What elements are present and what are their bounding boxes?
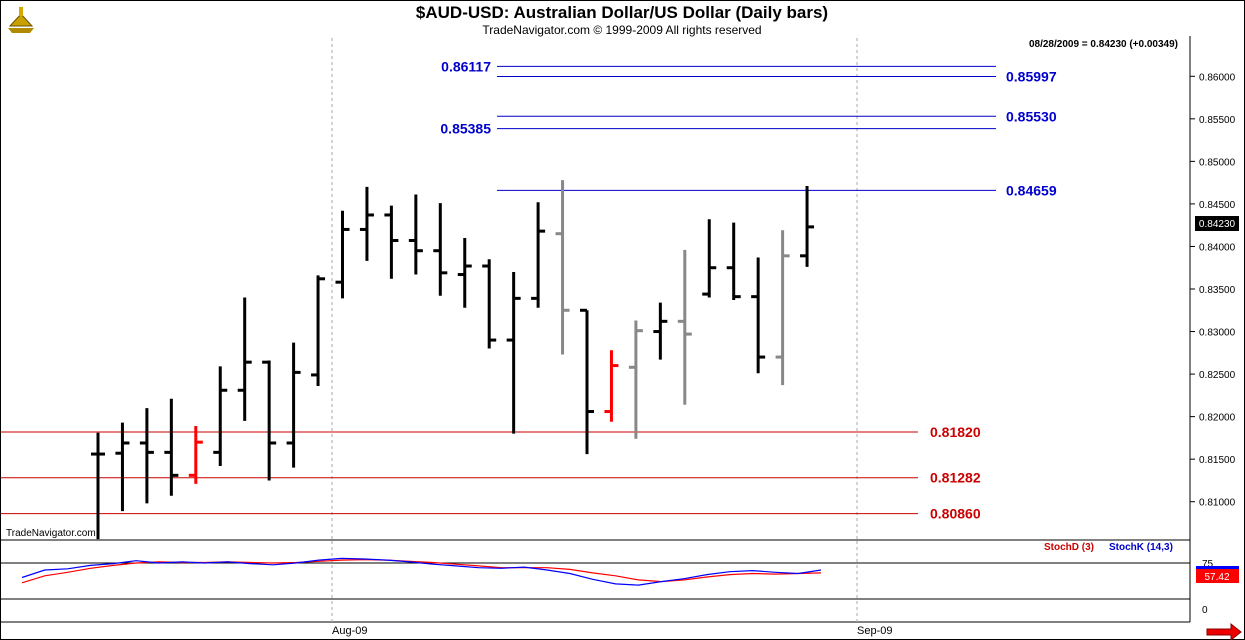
last-price-label: 0.84230 (1199, 219, 1236, 230)
price-tick-label: 0.85500 (1199, 115, 1236, 126)
x-tick-sep: Sep-09 (857, 625, 892, 637)
chart-title: $AUD-USD: Australian Dollar/US Dollar (D… (416, 3, 828, 22)
level-label: 0.86117 (441, 58, 491, 74)
level-label: 0.84659 (1006, 182, 1057, 198)
stoch-tick-0: 0 (1202, 605, 1208, 616)
last-price-marker: 0.84230 (1195, 216, 1239, 231)
price-tick-label: 0.85000 (1199, 157, 1236, 168)
level-label: 0.85385 (440, 121, 491, 137)
price-tick-label: 0.83000 (1199, 328, 1236, 339)
level-label: 0.81282 (930, 470, 981, 486)
level-label: 0.85530 (1006, 108, 1057, 124)
level-label: 0.85997 (1006, 69, 1057, 85)
price-tick-label: 0.81000 (1199, 498, 1236, 509)
x-tick-aug: Aug-09 (332, 625, 367, 637)
level-label: 0.80860 (930, 506, 981, 522)
stoch-k-legend: StochK (14,3) (1109, 542, 1173, 553)
quote-line: 08/28/2009 = 0.84230 (+0.00349) (1029, 39, 1178, 50)
stoch-last-marker: 57.42 (1196, 566, 1239, 583)
price-tick-label: 0.84000 (1199, 242, 1236, 253)
watermark: TradeNavigator.com (6, 528, 96, 539)
price-tick-label: 0.83500 (1199, 285, 1236, 296)
logo-icon (4, 4, 38, 34)
price-tick-label: 0.82500 (1199, 370, 1236, 381)
price-tick-label: 0.81500 (1199, 455, 1236, 466)
chart-copyright: TradeNavigator.com © 1999-2009 All right… (482, 23, 761, 37)
price-tick-label: 0.86000 (1199, 72, 1236, 83)
price-tick-label: 0.84500 (1199, 200, 1236, 211)
stoch-last-label: 57.42 (1204, 572, 1229, 583)
price-tick-label: 0.82000 (1199, 413, 1236, 424)
stoch-d-legend: StochD (3) (1044, 542, 1094, 553)
level-label: 0.81820 (930, 424, 981, 440)
